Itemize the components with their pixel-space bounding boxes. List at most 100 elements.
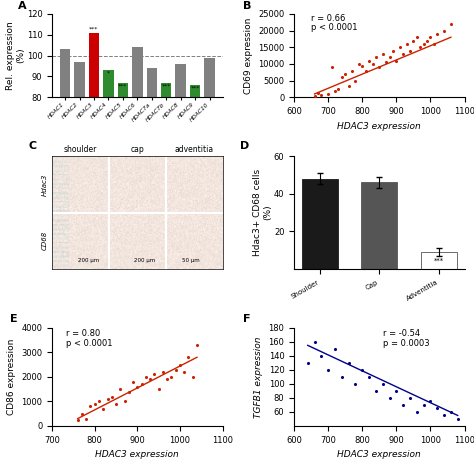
- Point: [410, 37, 417, 44]
- Point: [164, 375, 171, 383]
- Point: [304, 359, 311, 367]
- Point: [406, 47, 414, 54]
- Point: [100, 405, 107, 413]
- Point: [375, 63, 383, 71]
- Point: [454, 415, 462, 423]
- Point: [104, 395, 111, 403]
- Point: [338, 74, 346, 81]
- Point: [146, 375, 154, 383]
- Point: [324, 90, 332, 98]
- Point: [331, 87, 339, 94]
- Point: [331, 345, 339, 353]
- Point: [372, 54, 380, 61]
- Point: [155, 386, 163, 393]
- Point: [358, 62, 366, 69]
- Point: [193, 341, 201, 349]
- Text: 50 μm: 50 μm: [182, 258, 200, 263]
- Text: ***: ***: [162, 83, 171, 88]
- Text: cap: cap: [130, 145, 144, 154]
- Text: ***: ***: [118, 83, 128, 88]
- Point: [324, 366, 332, 374]
- Text: adventitia: adventitia: [174, 145, 214, 154]
- Point: [365, 373, 373, 381]
- Text: ***: ***: [434, 257, 444, 263]
- Point: [328, 63, 336, 71]
- Text: p < 0.0001: p < 0.0001: [66, 339, 112, 349]
- Point: [413, 33, 420, 41]
- Point: [365, 57, 373, 64]
- Point: [400, 401, 407, 409]
- Point: [355, 60, 363, 68]
- Point: [314, 89, 322, 97]
- Point: [176, 361, 184, 369]
- Point: [82, 415, 90, 422]
- Point: [369, 60, 376, 68]
- Point: [78, 410, 86, 418]
- Point: [311, 92, 319, 100]
- Point: [386, 394, 393, 401]
- Text: ***: ***: [89, 27, 99, 32]
- Point: [427, 33, 434, 41]
- Point: [125, 388, 133, 395]
- Point: [311, 338, 319, 345]
- Point: [389, 47, 397, 54]
- Point: [189, 373, 197, 381]
- X-axis label: HDAC3 expression: HDAC3 expression: [337, 122, 421, 131]
- Point: [318, 352, 325, 360]
- Point: [134, 383, 141, 390]
- Text: CD68: CD68: [42, 231, 48, 250]
- Text: E: E: [9, 314, 17, 324]
- Point: [423, 37, 431, 44]
- Y-axis label: Hdac3+ CD68 cells
(%): Hdac3+ CD68 cells (%): [253, 169, 273, 256]
- Bar: [89, 33, 99, 264]
- Point: [142, 373, 150, 381]
- Text: F: F: [243, 314, 250, 324]
- X-axis label: HDAC3 expression: HDAC3 expression: [95, 450, 179, 459]
- Point: [108, 393, 116, 400]
- Text: 200 μm: 200 μm: [78, 258, 99, 263]
- Point: [352, 380, 359, 388]
- Text: r = 0.66: r = 0.66: [311, 13, 346, 23]
- Bar: [74, 62, 85, 264]
- Text: A: A: [18, 1, 27, 11]
- Point: [159, 368, 167, 375]
- Point: [138, 381, 146, 388]
- Y-axis label: CD86 expression: CD86 expression: [7, 339, 16, 415]
- Point: [95, 398, 103, 405]
- Point: [440, 27, 448, 34]
- Text: 200 μm: 200 μm: [134, 258, 155, 263]
- Point: [181, 368, 188, 375]
- Point: [74, 416, 82, 424]
- Point: [403, 40, 410, 48]
- Point: [372, 387, 380, 394]
- Point: [168, 373, 175, 381]
- Y-axis label: CD69 expression: CD69 expression: [244, 18, 253, 94]
- Point: [348, 67, 356, 74]
- Bar: [103, 70, 114, 264]
- Point: [338, 373, 346, 381]
- Point: [91, 400, 99, 407]
- Bar: [161, 83, 172, 264]
- Point: [447, 408, 455, 416]
- Point: [386, 54, 393, 61]
- Point: [396, 44, 403, 51]
- Point: [341, 70, 349, 78]
- Point: [417, 44, 424, 51]
- Bar: [118, 83, 128, 264]
- Bar: [175, 64, 186, 264]
- Point: [345, 359, 353, 367]
- Bar: [60, 50, 70, 264]
- Point: [392, 387, 400, 394]
- Bar: [146, 68, 157, 264]
- Text: p = 0.0003: p = 0.0003: [383, 339, 429, 349]
- Point: [379, 50, 386, 57]
- Point: [433, 30, 441, 38]
- Point: [185, 354, 192, 361]
- Text: *: *: [107, 71, 110, 76]
- Point: [345, 82, 353, 89]
- Point: [87, 403, 94, 410]
- Point: [112, 400, 120, 407]
- Text: r = -0.54: r = -0.54: [383, 329, 420, 338]
- Point: [318, 91, 325, 98]
- Point: [379, 380, 386, 388]
